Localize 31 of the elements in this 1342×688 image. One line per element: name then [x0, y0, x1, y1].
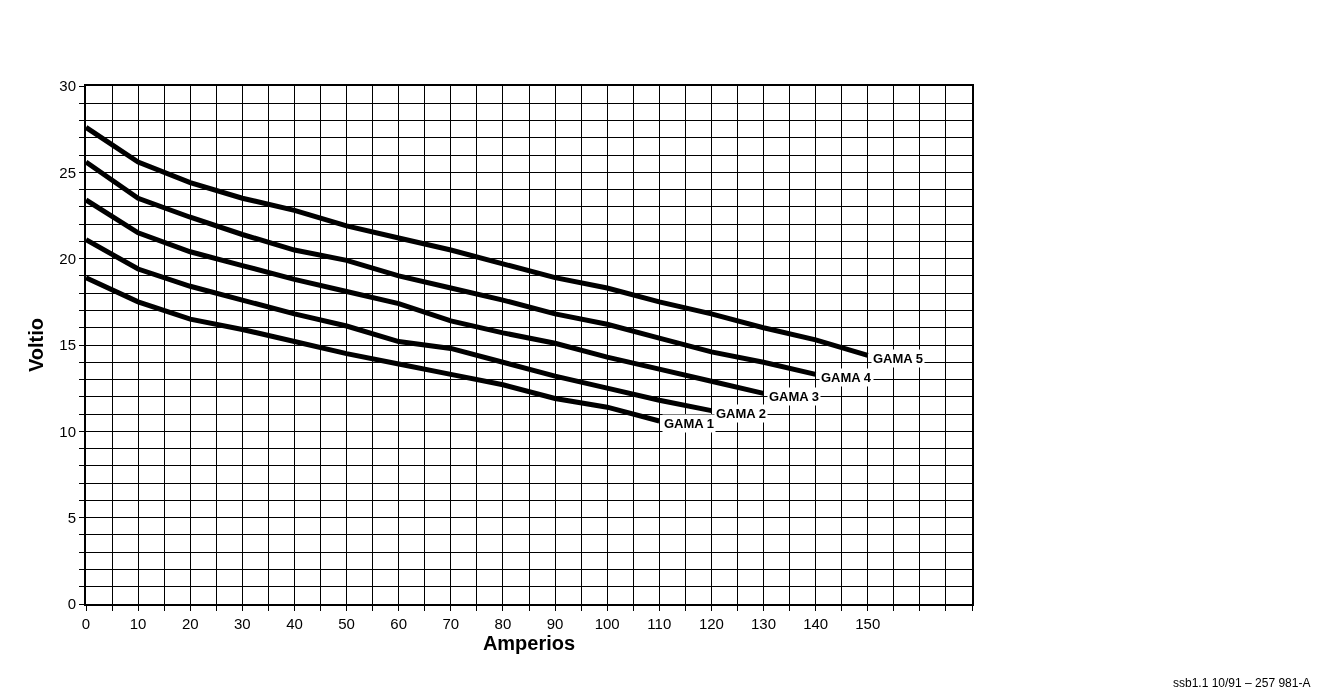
x-axis-title: Amperios	[482, 632, 576, 654]
x-tick-label: 130	[751, 615, 777, 632]
x-tick-label: 20	[181, 615, 199, 632]
x-tick-label: 50	[338, 615, 355, 632]
y-tick-label: 20	[59, 249, 76, 267]
y-tick-label: 25	[59, 163, 76, 181]
x-tick-label: 140	[803, 615, 829, 632]
x-tick-label: 10	[129, 615, 147, 632]
x-tick-label: 40	[286, 615, 303, 632]
x-tick-label: 80	[494, 615, 512, 632]
series-label: GAMA 2	[716, 406, 767, 421]
x-tick-label: 30	[234, 615, 251, 632]
x-tick-label: 100	[594, 615, 620, 632]
series-label: GAMA 1	[664, 416, 715, 431]
x-tick-label: 90	[546, 615, 564, 632]
x-tick-label: 70	[442, 615, 460, 632]
series-label: GAMA 4	[821, 370, 872, 385]
y-axis-title: Voltio	[25, 317, 48, 373]
y-tick-label: 5	[67, 508, 76, 526]
y-tick-label: 10	[59, 422, 76, 440]
y-tick-label: 30	[59, 77, 76, 95]
x-tick-label: 60	[390, 615, 408, 632]
x-tick-label: 0	[81, 615, 91, 632]
x-tick-label: 150	[855, 615, 881, 632]
series-label: GAMA 3	[769, 389, 820, 404]
x-tick-label: 120	[698, 615, 724, 632]
series-label: GAMA 5	[873, 351, 924, 366]
y-tick-label: 15	[59, 336, 76, 354]
x-tick-label: 110	[647, 615, 672, 632]
y-tick-label: 0	[67, 595, 76, 613]
text: ssb1.1 10/91 – 257 981-A	[1173, 676, 1311, 688]
